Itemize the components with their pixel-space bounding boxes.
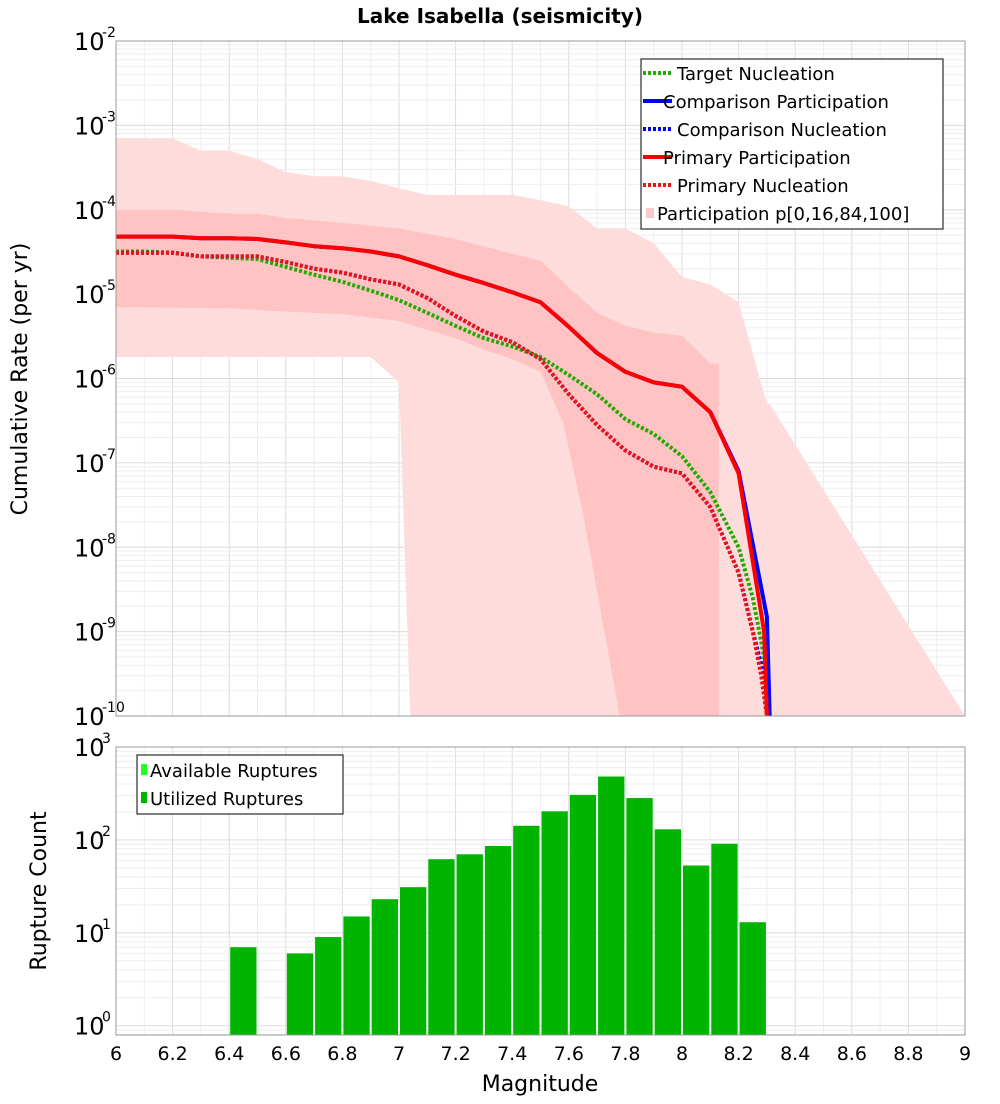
rupture-bar [626,798,653,1035]
bottom-y-tick-exponent: 0 [102,1010,111,1026]
rupture-bar [683,865,710,1035]
top-y-tick-exponent: -2 [102,25,116,41]
legend-label: Comparison Participation [663,92,889,113]
x-tick-label: 8.8 [893,1043,923,1065]
x-tick-label: 8.4 [780,1043,810,1065]
top-plot-frame [115,40,966,717]
rupture-bar [428,859,455,1035]
top-y-tick-exponent: -6 [102,363,116,379]
rupture-bar [598,776,625,1035]
x-axis-ticks: 6 6.2 6.4 6.6 6.8 7 7.2 7.4 7.6 7.8 8 8.2 8.4 8.6 8.8 9 [110,1043,971,1065]
x-tick-label: 9 [959,1043,971,1065]
legend-swatch-utilized-ruptures [141,792,147,803]
rupture-count-bars [230,776,766,1035]
x-tick-label: 7.6 [554,1043,584,1065]
rupture-bar [456,854,483,1035]
rate-curves [116,234,772,716]
bottom-y-tick-exponent: 3 [102,731,111,747]
rupture-bar [513,825,540,1035]
top-y-tick-label: 10 [74,28,105,56]
bottom-y-tick-exponent: 1 [102,917,111,933]
top-y-tick-label: 10 [74,450,105,478]
top-y-tick-label: 10 [74,366,105,394]
legend-label: Participation p[0,16,84,100] [657,204,909,225]
bottom-y-tick-label: 10 [74,827,105,855]
rupture-bar [286,953,314,1035]
legend-label: Target Nucleation [676,64,835,85]
rupture-bar [541,811,568,1035]
top-y-tick-exponent: -4 [102,194,116,210]
bottom-plot-frame [115,746,966,1036]
top-legend: Target Nucleation Comparison Participatio… [640,58,944,230]
bottom-y-tick-exponent: 2 [102,824,111,840]
top-y-axis-label: Cumulative Rate (per yr) [8,243,33,516]
top-y-tick-label: 10 [74,112,105,140]
x-tick-label: 8.6 [837,1043,867,1065]
x-tick-label: 7.8 [610,1043,640,1065]
bottom-legend-box [136,754,344,815]
legend-label: Primary Nucleation [677,176,849,197]
top-y-tick-label: 10 [74,534,105,562]
x-tick-label: 7 [393,1043,405,1065]
rupture-bar [400,887,427,1035]
top-y-tick-exponent: -10 [102,700,125,716]
rupture-bar [711,843,738,1035]
x-tick-label: 6.2 [157,1043,187,1065]
rupture-bar [739,922,766,1035]
legend-label: Available Ruptures [150,761,318,782]
chart-title: Lake Isabella (seismicity) [357,4,643,28]
primary-nucleation-line [116,250,769,716]
top-y-tick-label: 10 [74,281,105,309]
rupture-bar [569,794,597,1035]
legend-swatch-participation-band [646,208,654,218]
top-y-tick-label: 10 [74,619,105,647]
primary-participation-line [116,234,769,716]
x-tick-label: 8 [676,1043,688,1065]
top-y-tick-exponent: -9 [102,616,116,632]
x-tick-label: 6.6 [271,1043,301,1065]
band-p16-p84 [116,209,719,716]
x-tick-label: 6.4 [214,1043,244,1065]
x-axis-label: Magnitude [482,1072,599,1097]
x-tick-label: 7.2 [440,1043,470,1065]
top-y-tick-exponent: -3 [102,109,116,125]
x-tick-label: 6.8 [327,1043,357,1065]
x-tick-label: 8.2 [723,1043,753,1065]
legend-label: Utilized Ruptures [150,789,303,810]
top-y-tick-exponent: -8 [102,531,116,547]
legend-label: Primary Participation [663,148,851,169]
top-y-tick-label: 10 [74,197,105,225]
x-tick-label: 6 [110,1043,122,1065]
top-y-tick-label: 10 [74,703,105,731]
legend-label: Comparison Nucleation [677,120,887,141]
rupture-bar [484,845,512,1035]
rupture-bar [343,916,370,1035]
bottom-y-tick-label: 10 [74,920,105,948]
bottom-y-axis-label: Rupture Count [27,811,52,971]
rupture-bar [654,829,681,1035]
bottom-y-tick-label: 10 [74,734,105,762]
legend-swatch-available-ruptures [141,764,147,775]
bottom-legend: Available Ruptures Utilized Ruptures [136,754,344,815]
x-tick-label: 7.4 [497,1043,527,1065]
top-y-tick-exponent: -5 [102,278,116,294]
rupture-bar [230,947,257,1035]
top-legend-box [640,58,944,230]
rupture-bar [371,899,398,1035]
bottom-y-tick-label: 10 [74,1013,105,1041]
rupture-bar [315,937,342,1035]
top-y-tick-exponent: -7 [102,447,116,463]
